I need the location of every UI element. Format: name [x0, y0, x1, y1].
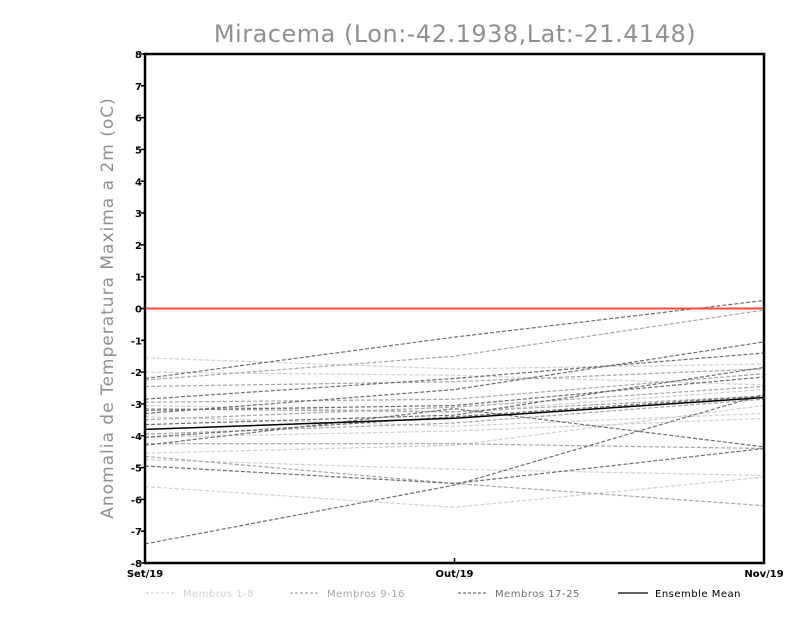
x-tick-label: Out/19 — [436, 569, 474, 580]
x-tick-label: Nov/19 — [744, 569, 783, 580]
series-line-2-4 — [144, 395, 765, 413]
y-tick-label: 2 — [135, 241, 142, 252]
y-tick-label: -4 — [131, 432, 142, 443]
y-tick-label: -8 — [131, 559, 142, 570]
plot-area — [144, 299, 765, 545]
series-line-1-2 — [144, 371, 765, 386]
series-line-3-8 — [144, 447, 765, 485]
series-line-3-5 — [144, 366, 765, 426]
series-line-3-7 — [144, 408, 765, 448]
series-line-1-6 — [144, 404, 765, 454]
y-tick-label: 3 — [135, 209, 142, 220]
series-line-3-6 — [144, 395, 765, 438]
x-tick-label: Set/19 — [127, 569, 163, 580]
y-tick-label: -5 — [131, 464, 142, 475]
legend-label-1: Membros 1-8 — [183, 589, 254, 600]
series-line-2-1 — [144, 309, 765, 381]
legend-label-3: Membros 17-25 — [495, 589, 580, 600]
y-tick-label: -2 — [131, 368, 142, 379]
series-line-1-5 — [144, 417, 765, 438]
y-tick-label: -6 — [131, 495, 142, 506]
legend-label-2: Membros 9-16 — [327, 589, 405, 600]
y-tick-label: 5 — [135, 145, 142, 156]
series-line-1-1 — [144, 357, 765, 370]
y-tick-label: -1 — [131, 336, 142, 347]
legend: Membros 1-8 Membros 9-16 Membros 17-25 Ense… — [146, 589, 741, 600]
y-tick-label: 7 — [135, 82, 142, 93]
series-line-2-8 — [144, 455, 765, 507]
series-line-3-3 — [144, 341, 765, 415]
series-line-3-9 — [144, 393, 765, 545]
chart-title: Miracema (Lon:-42.1938,Lat:-21.4148) — [214, 20, 696, 48]
series-line-4-1 — [144, 396, 765, 431]
series-line-2-2 — [144, 368, 765, 387]
y-tick-label: -7 — [131, 527, 142, 538]
series-line-2-3 — [144, 373, 765, 403]
series-line-3-2 — [144, 352, 765, 400]
y-tick-label: 6 — [135, 114, 142, 125]
series-line-1-8 — [144, 476, 765, 508]
legend-label-4: Ensemble Mean — [655, 589, 741, 600]
y-tick-label: 8 — [135, 50, 142, 61]
series-line-2-7 — [145, 443, 765, 450]
series-line-3-1 — [144, 299, 765, 380]
y-axis-label: Anomalia de Temperatura Maxima a 2m (oC) — [98, 97, 118, 519]
y-tick-label: 1 — [135, 273, 142, 284]
series-line-1-7 — [144, 459, 765, 477]
y-tick-label: -3 — [131, 400, 142, 411]
y-tick-label: 0 — [135, 305, 142, 316]
y-tick-label: 4 — [135, 177, 142, 188]
series-line-3-4 — [144, 376, 765, 411]
series-line-2-5 — [144, 385, 765, 421]
series-line-1-4 — [144, 412, 765, 427]
axes: -8 -7 -6 -5 -4 -3 -2 -1 0 1 2 3 4 5 6 7 8 Set/19 Out/19 Nov… — [127, 50, 784, 580]
